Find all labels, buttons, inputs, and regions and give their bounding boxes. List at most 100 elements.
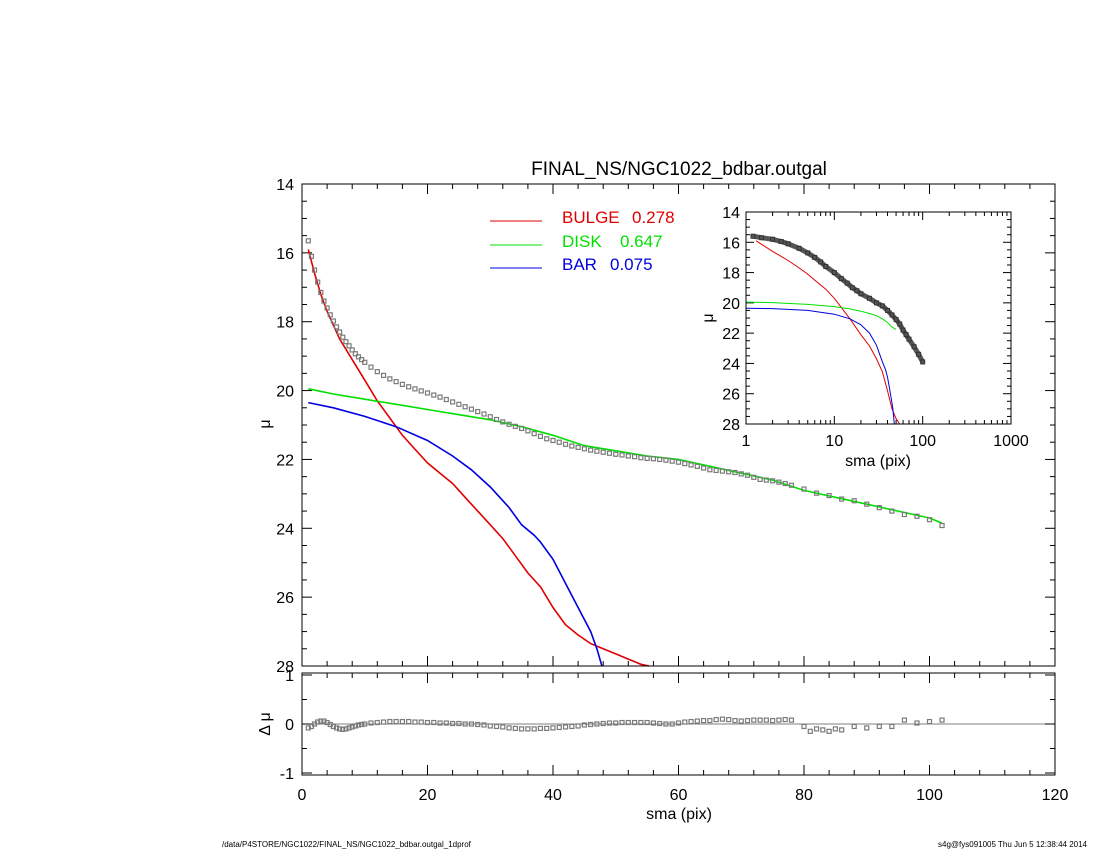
residual-y-axis-label: Δ μ — [257, 712, 274, 735]
residual-point — [512, 725, 518, 732]
main-y-axis-label: μ — [257, 419, 274, 428]
inset-data-point — [785, 241, 791, 247]
residual-point — [663, 721, 669, 727]
inset-y-tick-label: 20 — [722, 296, 740, 313]
data-point — [813, 490, 820, 496]
inset-y-tick-label: 16 — [722, 235, 740, 252]
residual-point — [763, 717, 769, 723]
data-point — [562, 441, 569, 447]
data-point — [663, 457, 669, 463]
residual-point — [569, 723, 575, 730]
residual-point — [487, 723, 493, 729]
data-point — [675, 459, 682, 465]
data-point — [588, 447, 594, 453]
residual-point — [556, 724, 562, 731]
residual-point — [719, 716, 726, 722]
data-point — [826, 492, 832, 499]
data-point — [600, 449, 606, 455]
residual-point — [914, 720, 920, 726]
data-point — [506, 421, 512, 427]
data-point — [346, 343, 352, 349]
data-point — [318, 289, 324, 296]
residual-point — [588, 721, 594, 728]
main-y-tick-label: 28 — [276, 659, 294, 676]
data-point — [713, 467, 719, 474]
data-point — [776, 479, 782, 485]
residual-point — [352, 723, 358, 729]
data-point — [606, 450, 613, 456]
legend-value-disk: 0.647 — [620, 232, 663, 251]
residual-point — [380, 719, 387, 725]
residual-point — [406, 718, 412, 725]
data-point — [889, 508, 895, 514]
data-point — [801, 486, 807, 492]
data-point — [738, 471, 744, 477]
data-point — [839, 496, 845, 502]
data-point — [424, 390, 431, 396]
residual-point — [475, 721, 481, 728]
residual-point — [788, 717, 795, 723]
data-point — [544, 436, 550, 442]
residual-series-layer — [305, 716, 945, 734]
data-point — [876, 505, 882, 511]
inset-data-point — [750, 233, 756, 239]
residual-point — [340, 726, 346, 732]
residual-point — [751, 717, 757, 723]
data-point — [305, 238, 311, 244]
inset-data-point — [759, 235, 765, 241]
residual-point — [525, 726, 531, 732]
residual-point — [732, 717, 738, 724]
residual-point — [368, 720, 374, 726]
main-plot-frame — [301, 183, 1056, 667]
main-y-tick-labels: 14 16 18 20 22 24 26 28 — [276, 177, 294, 676]
inset-data-point — [906, 336, 912, 342]
residual-point — [644, 719, 650, 726]
residual-point — [876, 723, 882, 730]
series-line-disk — [308, 388, 943, 524]
residual-point — [349, 724, 355, 730]
residual-point — [437, 720, 443, 726]
data-point — [901, 511, 908, 518]
residual-point — [889, 723, 895, 730]
data-point — [462, 404, 468, 410]
legend-label-bulge: BULGE — [562, 208, 620, 227]
data-point — [757, 476, 763, 482]
residual-point — [738, 718, 744, 724]
x-tick-label: 0 — [298, 787, 307, 804]
inset-series-line-bar — [745, 307, 895, 425]
x-tick-label: 100 — [916, 787, 943, 804]
residual-point — [431, 719, 437, 726]
residual-point — [500, 724, 506, 730]
inset-x-tick-label: 1 — [742, 433, 751, 450]
data-point — [751, 474, 757, 480]
data-point — [864, 501, 870, 507]
data-point — [763, 477, 769, 483]
residual-point — [801, 723, 807, 730]
inset-y-tick-label: 22 — [722, 326, 740, 343]
residual-point — [782, 716, 788, 723]
residual-point — [506, 725, 512, 731]
residual-point — [462, 721, 468, 727]
data-point — [770, 478, 776, 484]
data-point — [644, 455, 650, 461]
main-y-tick-label: 14 — [276, 177, 294, 194]
data-point — [481, 411, 487, 417]
inset-data-point — [893, 317, 899, 323]
residual-point — [625, 719, 631, 726]
inset-x-tick-label: 10 — [825, 433, 843, 450]
inset-y-tick-label: 18 — [722, 266, 740, 283]
residual-point — [619, 719, 625, 726]
residual-point — [631, 719, 638, 726]
residual-point — [346, 725, 352, 731]
residual-point — [613, 720, 619, 726]
residual-point — [832, 726, 838, 732]
residual-point — [575, 723, 581, 729]
residual-point — [901, 717, 908, 723]
residual-point — [450, 720, 456, 727]
data-point — [594, 448, 600, 454]
data-point — [343, 339, 349, 345]
data-point — [493, 416, 500, 423]
series-line-bar — [308, 401, 603, 667]
